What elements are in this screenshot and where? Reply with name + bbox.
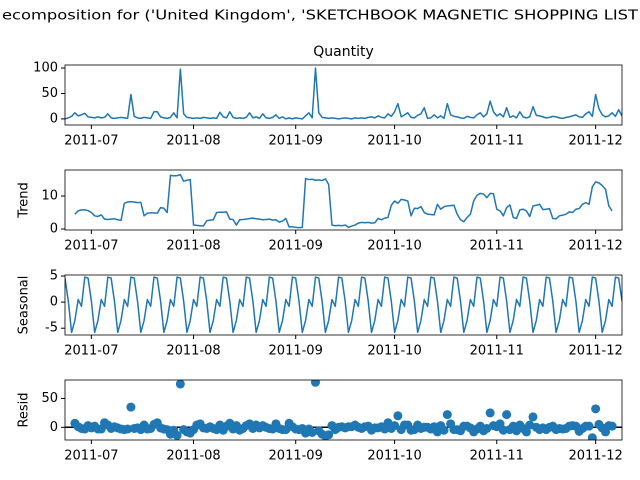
plot-area — [65, 67, 622, 120]
resid-point — [442, 410, 452, 420]
x-tick-label: 2011-07 — [64, 449, 118, 464]
x-tick-label: 2011-07 — [64, 344, 118, 359]
axes-frame — [64, 64, 623, 126]
resid-point — [607, 421, 617, 431]
resid-point — [172, 430, 182, 440]
panel-title: Quantity — [313, 44, 374, 60]
resid-point — [498, 425, 508, 435]
data-line — [74, 173, 613, 229]
data-line — [65, 67, 622, 120]
y-tick-label: 0 — [50, 295, 58, 310]
x-tick-label: 2011-07 — [64, 134, 118, 149]
y-axis-label: Seasonal — [17, 276, 32, 335]
x-tick-label: 2011-11 — [470, 344, 524, 359]
axes-frame — [64, 379, 623, 441]
plot-area — [65, 276, 622, 334]
x-tick-label: 2011-07 — [64, 239, 118, 254]
y-axis-label: Resid — [17, 392, 32, 427]
y-tick-label: 100 — [33, 61, 58, 76]
resid-point — [587, 433, 597, 440]
x-tick-label: 2011-12 — [568, 449, 622, 464]
x-tick-label: 2011-08 — [166, 344, 220, 359]
x-tick-label: 2011-12 — [568, 239, 622, 254]
resid-point — [502, 410, 512, 420]
y-axis-label: Trend — [17, 182, 32, 219]
y-tick-label: 0 — [50, 111, 58, 126]
x-tick-label: 2011-08 — [166, 134, 220, 149]
data-line — [65, 276, 622, 334]
resid-point — [123, 424, 133, 434]
plot-area — [65, 380, 622, 440]
x-tick-label: 2011-09 — [269, 239, 323, 254]
y-tick-label: 50 — [41, 391, 58, 406]
resid-point — [439, 425, 449, 435]
resid-point — [393, 411, 403, 421]
x-tick-label: 2011-11 — [470, 134, 524, 149]
x-tick-label: 2011-10 — [367, 344, 421, 359]
resid-point — [324, 430, 334, 440]
resid-point — [584, 421, 594, 431]
resid-point — [528, 412, 538, 422]
y-tick-label: 10 — [41, 189, 58, 204]
resid-point — [175, 380, 185, 389]
x-tick-label: 2011-10 — [367, 449, 421, 464]
resid-point — [591, 404, 601, 414]
x-tick-label: 2011-11 — [470, 239, 524, 254]
x-tick-label: 2011-09 — [269, 134, 323, 149]
axes-frame — [64, 169, 623, 231]
x-tick-label: 2011-09 — [269, 449, 323, 464]
y-tick-label: 0 — [50, 420, 58, 435]
y-tick-label: 0 — [50, 222, 58, 237]
resid-point — [521, 427, 531, 437]
resid-point — [485, 408, 495, 418]
x-tick-label: 2011-12 — [568, 344, 622, 359]
x-tick-label: 2011-08 — [166, 449, 220, 464]
x-tick-label: 2011-11 — [470, 449, 524, 464]
resid-point — [126, 402, 136, 412]
x-tick-label: 2011-12 — [568, 134, 622, 149]
y-tick-label: 50 — [41, 86, 58, 101]
plot-area — [74, 173, 613, 229]
x-tick-label: 2011-09 — [269, 344, 323, 359]
resid-point — [310, 380, 320, 387]
x-tick-label: 2011-08 — [166, 239, 220, 254]
y-tick-label: 5 — [50, 269, 58, 284]
y-tick-label: -5 — [45, 321, 58, 336]
x-tick-label: 2011-10 — [367, 239, 421, 254]
x-tick-label: 2011-10 — [367, 134, 421, 149]
figure-title: ecomposition for ('United Kingdom', 'SKE… — [2, 9, 638, 24]
axes-frame — [64, 274, 623, 336]
resid-point — [390, 421, 400, 431]
